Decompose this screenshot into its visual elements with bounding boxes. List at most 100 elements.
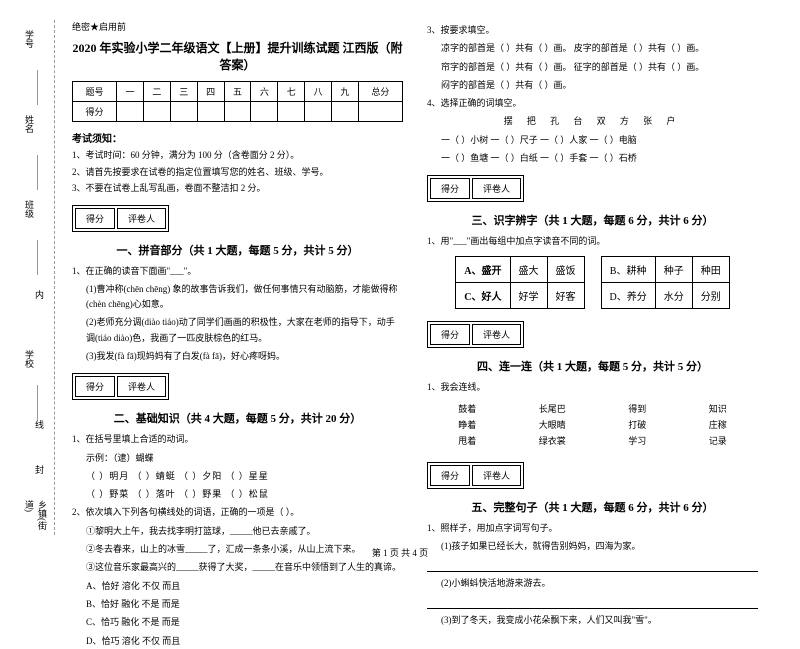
td[interactable] <box>143 102 170 122</box>
q5-item: (3)到了冬天，我变成小花朵飘下来，人们又叫我"雪"。 <box>427 613 758 628</box>
connect-item: 知识 <box>709 401 727 417</box>
connect-col: 长尾巴 大眼睛 绿衣裳 <box>539 401 566 450</box>
answer-line[interactable] <box>427 595 758 609</box>
connect-col: 鼓着 睁着 甩着 <box>458 401 476 450</box>
td[interactable] <box>224 102 251 122</box>
notice-head: 考试须知： <box>72 130 403 145</box>
connect-col: 得到 打破 学习 <box>628 401 646 450</box>
grader-person: 评卷人 <box>117 208 166 229</box>
q5-item: (2)小蝌蚪快活地游来游去。 <box>427 576 758 591</box>
section1-title: 一、拼音部分（共 1 大题，每题 5 分，共计 5 分） <box>72 242 403 258</box>
connect-grid: 鼓着 睁着 甩着 长尾巴 大眼睛 绿衣裳 得到 打破 学习 知识 庄稼 记录 <box>427 401 758 450</box>
exam-title: 2020 年实验小学二年级语文【上册】提升训练试题 江西版（附答案） <box>72 39 403 73</box>
secrecy-tag: 绝密★启用前 <box>72 20 403 33</box>
grader-person: 评卷人 <box>117 376 166 397</box>
char-row: A、盛开 盛大 盛饭 B、耕种 种子 种田 <box>456 256 729 282</box>
q2-choice: B、恰好 融化 不是 而是 <box>72 597 403 612</box>
binding-label: 线 <box>33 420 46 429</box>
q4-words: 摆 把 孔 台 双 方 张 户 <box>427 114 758 129</box>
cell: D、养分 <box>601 282 655 308</box>
td: 得分 <box>73 102 117 122</box>
q4-1-stem: 1、我会连线。 <box>427 380 758 395</box>
connect-item: 得到 <box>628 401 646 417</box>
binding-label: 班级 <box>23 200 36 218</box>
q2-opt: ③这位音乐家最高兴的_____获得了大奖，_____在音乐中领悟到了人生的真谛。 <box>72 560 403 575</box>
grader-box: 得分 评卷人 <box>72 373 169 400</box>
cell: B、耕种 <box>601 256 655 282</box>
binding-line <box>37 70 38 105</box>
section4-title: 四、连一连（共 1 大题，每题 5 分，共计 5 分） <box>427 358 758 374</box>
grader-box: 得分 评卷人 <box>427 462 524 489</box>
grader-box: 得分 评卷人 <box>427 321 524 348</box>
notice-item: 3、不要在试卷上乱写乱画，卷面不整洁扣 2 分。 <box>72 182 403 196</box>
grader-score: 得分 <box>430 324 470 345</box>
td[interactable] <box>251 102 278 122</box>
cell: 种田 <box>692 256 729 282</box>
td[interactable] <box>278 102 305 122</box>
q2-choice: A、恰好 溶化 不仅 而且 <box>72 579 403 594</box>
q3-fill: 闷字的部首是（ ）共有（ ）画。 <box>427 78 758 93</box>
binding-line <box>37 385 38 420</box>
char-table: A、盛开 盛大 盛饭 B、耕种 种子 种田 C、好人 好学 好客 D、养分 水分… <box>455 256 729 309</box>
section2-title: 二、基础知识（共 4 大题，每题 5 分，共计 20 分） <box>72 410 403 426</box>
q2-example: 示例：（逮）蝴蝶 <box>72 451 403 466</box>
connect-item: 甩着 <box>458 433 476 449</box>
binding-label: 学号 <box>23 30 36 48</box>
th: 五 <box>224 82 251 102</box>
q2-blanks: （ ）野菜 （ ）落叶 （ ）野果 （ ）松鼠 <box>72 487 403 502</box>
q3-stem: 3、按要求填空。 <box>427 23 758 38</box>
cell: 种子 <box>655 256 692 282</box>
grader-person: 评卷人 <box>472 178 521 199</box>
connect-item: 大眼睛 <box>539 417 566 433</box>
binding-label: 内 <box>33 290 46 299</box>
q3-fill: 凉字的部首是（ ）共有（ ）画。 皮字的部首是（ ）共有（ ）画。 <box>427 41 758 56</box>
th: 题号 <box>73 82 117 102</box>
cell: C、好人 <box>456 282 510 308</box>
td[interactable] <box>358 102 402 122</box>
page-footer: 第 1 页 共 4 页 <box>0 546 800 559</box>
answer-line[interactable] <box>427 558 758 572</box>
connect-item: 打破 <box>628 417 646 433</box>
q2-choice: D、恰巧 溶化 不仅 而且 <box>72 634 403 649</box>
td[interactable] <box>305 102 332 122</box>
binding-label: 姓名 <box>23 115 36 133</box>
q2-1-stem: 1、在括号里填上合适的动词。 <box>72 432 403 447</box>
connect-item: 绿衣裳 <box>539 433 566 449</box>
connect-item: 睁着 <box>458 417 476 433</box>
score-value-row: 得分 <box>73 102 403 122</box>
grader-score: 得分 <box>430 465 470 486</box>
gap <box>584 282 601 308</box>
grader-score: 得分 <box>430 178 470 199</box>
q1-stem: 1、在正确的读音下面画"___"。 <box>72 264 403 279</box>
cell: 好学 <box>510 282 547 308</box>
notice-item: 2、请首先按要求在试卷的指定位置填写您的姓名、班级、学号。 <box>72 166 403 180</box>
q4-fill: 一（ ）鱼塘 一（ ）白纸 一（ ）手套 一（ ）石桥 <box>427 151 758 166</box>
th: 六 <box>251 82 278 102</box>
th: 二 <box>143 82 170 102</box>
th: 八 <box>305 82 332 102</box>
q2-blanks: （ ）明月 （ ）蜻蜓 （ ）夕阳 （ ）星星 <box>72 469 403 484</box>
grader-score: 得分 <box>75 208 115 229</box>
grader-person: 评卷人 <box>472 324 521 345</box>
char-row: C、好人 好学 好客 D、养分 水分 分别 <box>456 282 729 308</box>
grader-box: 得分 评卷人 <box>72 205 169 232</box>
connect-item: 长尾巴 <box>539 401 566 417</box>
th: 九 <box>331 82 358 102</box>
gap <box>584 256 601 282</box>
binding-label: 乡镇(街道) <box>23 500 49 535</box>
right-column: 3、按要求填空。 凉字的部首是（ ）共有（ ）画。 皮字的部首是（ ）共有（ ）… <box>415 20 770 550</box>
score-header-row: 题号 一 二 三 四 五 六 七 八 九 总分 <box>73 82 403 102</box>
q2-opt: ①黎明大上午，我去找李明打篮球，_____他已去亲戚了。 <box>72 524 403 539</box>
q1-line: (3)我发(fà fā)现妈妈有了白发(fà fā)，好心疼呀妈。 <box>72 349 403 364</box>
cell: 分别 <box>692 282 729 308</box>
binding-margin: 学号 姓名 班级 内 学校 线 封 乡镇(街道) <box>15 20 55 535</box>
td[interactable] <box>197 102 224 122</box>
td[interactable] <box>331 102 358 122</box>
cell: 盛饭 <box>547 256 584 282</box>
notice-item: 1、考试时间：60 分钟，满分为 100 分（含卷面分 2 分）。 <box>72 149 403 163</box>
td[interactable] <box>117 102 144 122</box>
td[interactable] <box>170 102 197 122</box>
q1-line: (2)老师充分调(diào tiáo)动了同学们画画的积极性，大家在老师的指导下… <box>72 315 403 346</box>
connect-item: 学习 <box>628 433 646 449</box>
th: 总分 <box>358 82 402 102</box>
